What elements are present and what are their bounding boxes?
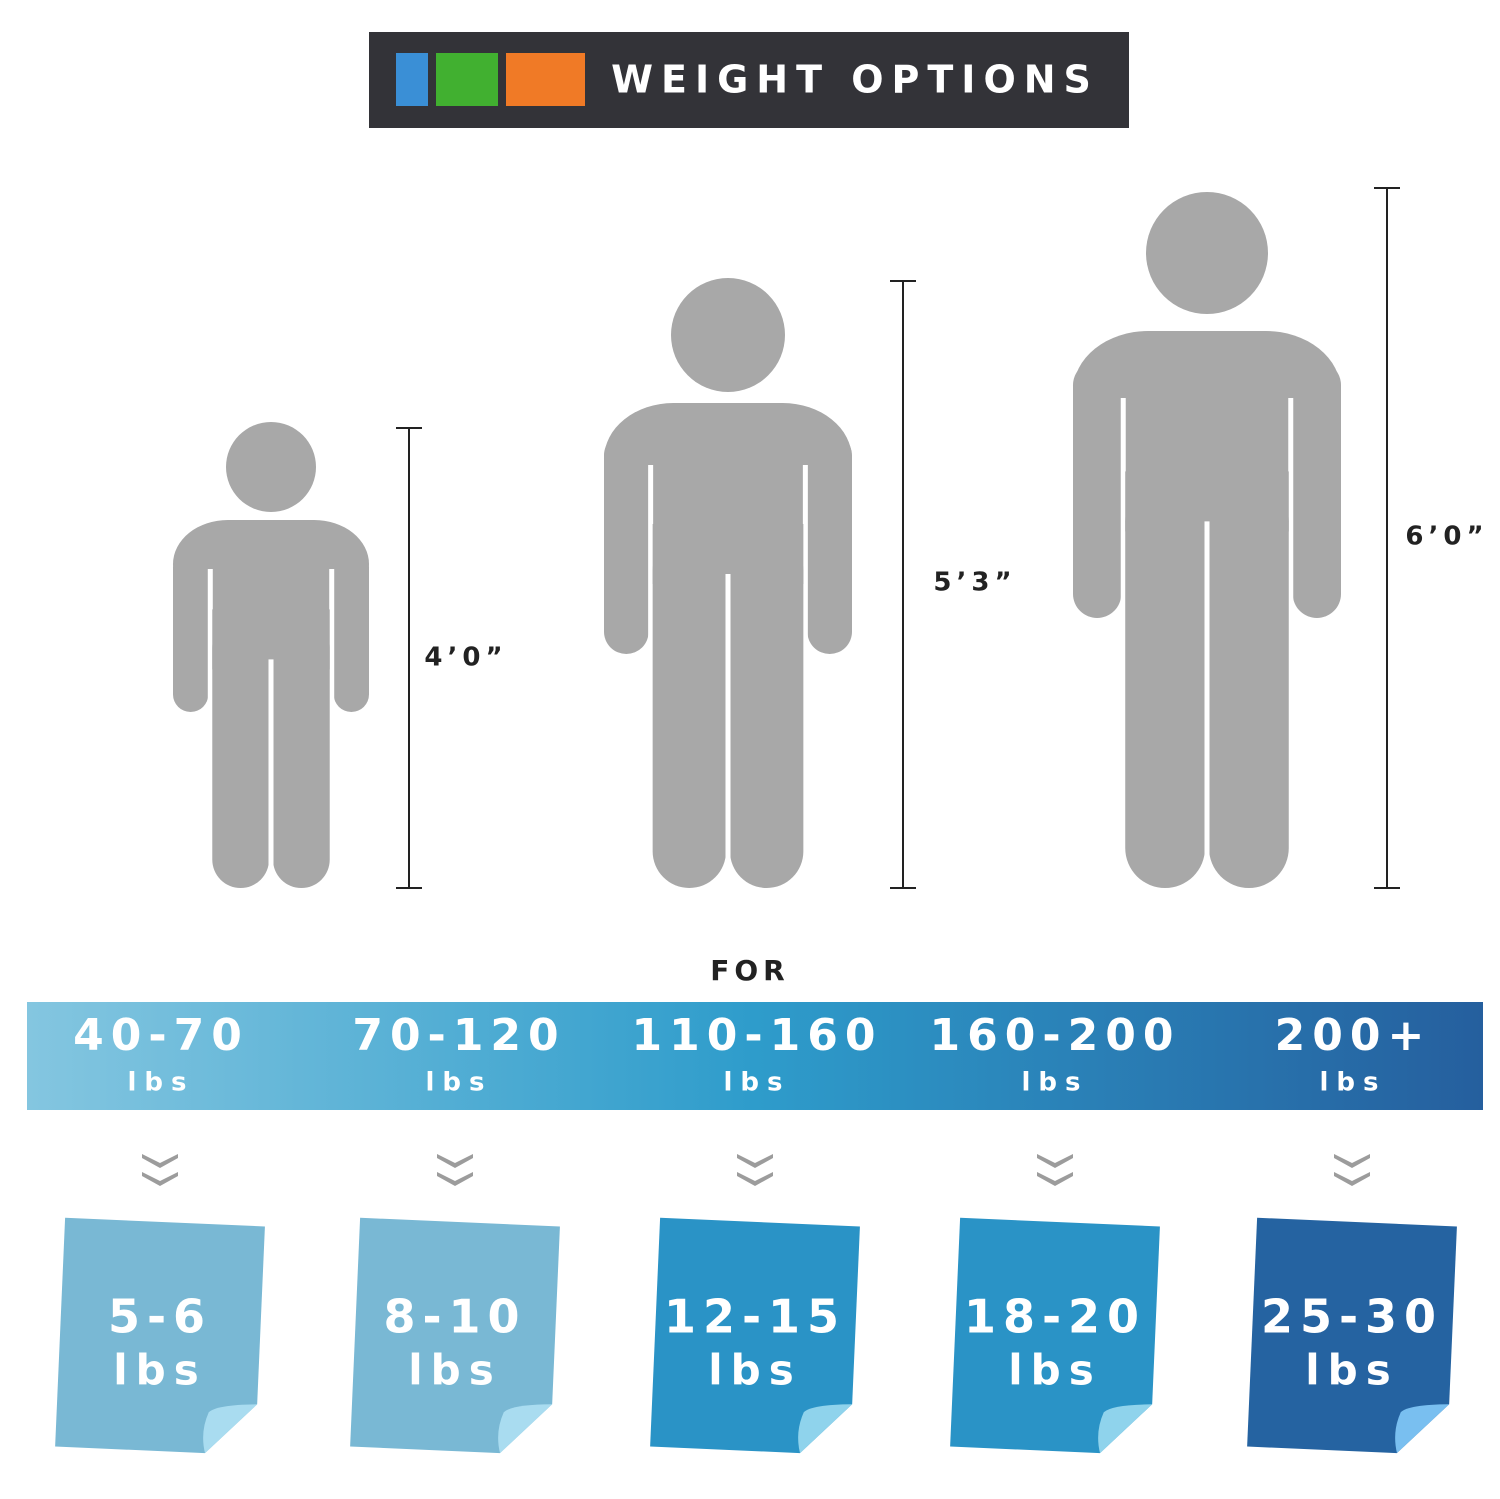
blanket-curl <box>498 1404 553 1454</box>
person-head <box>1146 192 1268 314</box>
blanket-shape <box>650 1217 860 1454</box>
person-arm <box>1292 361 1341 618</box>
range-value: 160-200 <box>930 1010 1181 1061</box>
blanket-shape <box>1247 1217 1457 1454</box>
blanket-weight: 18-20 <box>964 1290 1146 1344</box>
range-unit: lbs <box>724 1068 791 1098</box>
person-arm <box>173 550 209 712</box>
chevron <box>1334 1172 1370 1186</box>
range-unit: lbs <box>426 1068 493 1098</box>
person-arm <box>807 433 852 654</box>
blanket <box>350 1217 560 1454</box>
person-leg <box>1125 481 1205 888</box>
blanket-weight: 25-30 <box>1261 1290 1443 1344</box>
weight-band <box>27 1002 1483 1110</box>
person-head <box>226 422 316 512</box>
range-unit: lbs <box>128 1068 195 1098</box>
person-head <box>671 278 785 392</box>
person <box>1073 192 1341 888</box>
person-leg <box>652 533 726 888</box>
range-unit: lbs <box>1022 1068 1089 1098</box>
range-unit: lbs <box>1320 1068 1387 1098</box>
chevron <box>737 1172 773 1186</box>
height-label: 6’0” <box>1405 522 1488 552</box>
chevron <box>1334 1154 1370 1168</box>
person-arm <box>604 433 649 654</box>
swatch <box>506 53 585 106</box>
blanket-curl <box>798 1404 853 1454</box>
chevron <box>737 1154 773 1168</box>
height-label: 5’3” <box>933 568 1016 598</box>
range-value: 200+ <box>1275 1010 1432 1061</box>
blanket-curl <box>1395 1404 1450 1454</box>
blanket-weight: 5-6 <box>108 1290 212 1344</box>
blanket-curl <box>1098 1404 1153 1454</box>
chevron <box>437 1172 473 1186</box>
blanket <box>950 1217 1160 1454</box>
swatch <box>396 53 428 106</box>
for-label: FOR <box>710 954 790 987</box>
height-marker <box>1374 187 1400 889</box>
person-leg <box>730 533 804 888</box>
blanket <box>1247 1217 1457 1454</box>
person <box>604 278 852 888</box>
range-value: 70-120 <box>352 1010 565 1061</box>
blanket-unit: lbs <box>1008 1346 1101 1395</box>
header-title: WEIGHT OPTIONS <box>611 58 1099 102</box>
chevron <box>1037 1154 1073 1168</box>
person-leg <box>1209 481 1289 888</box>
blanket <box>650 1217 860 1454</box>
blanket-weight: 8-10 <box>383 1290 526 1344</box>
blanket-unit: lbs <box>708 1346 801 1395</box>
blanket-shape <box>950 1217 1160 1454</box>
height-marker <box>396 427 422 889</box>
height-label: 4’0” <box>424 643 507 673</box>
range-value: 40-70 <box>73 1010 249 1061</box>
person <box>173 422 369 888</box>
chevron <box>142 1154 178 1168</box>
chevron <box>437 1154 473 1168</box>
person-arm <box>1073 361 1122 618</box>
blanket-unit: lbs <box>408 1346 501 1395</box>
chevron <box>1037 1172 1073 1186</box>
header: WEIGHT OPTIONS <box>369 32 1129 128</box>
chevron <box>142 1172 178 1186</box>
blanket-weight: 12-15 <box>664 1290 846 1344</box>
person-arm <box>333 550 369 712</box>
swatch <box>436 53 498 106</box>
blanket-unit: lbs <box>113 1346 206 1395</box>
blanket-shape <box>55 1217 265 1454</box>
blanket-unit: lbs <box>1305 1346 1398 1395</box>
height-marker <box>890 280 916 889</box>
person-leg <box>212 619 269 888</box>
blanket-curl <box>203 1404 258 1454</box>
person-leg <box>273 619 330 888</box>
blanket-shape <box>350 1217 560 1454</box>
blanket <box>55 1217 265 1454</box>
range-value: 110-160 <box>632 1010 883 1061</box>
